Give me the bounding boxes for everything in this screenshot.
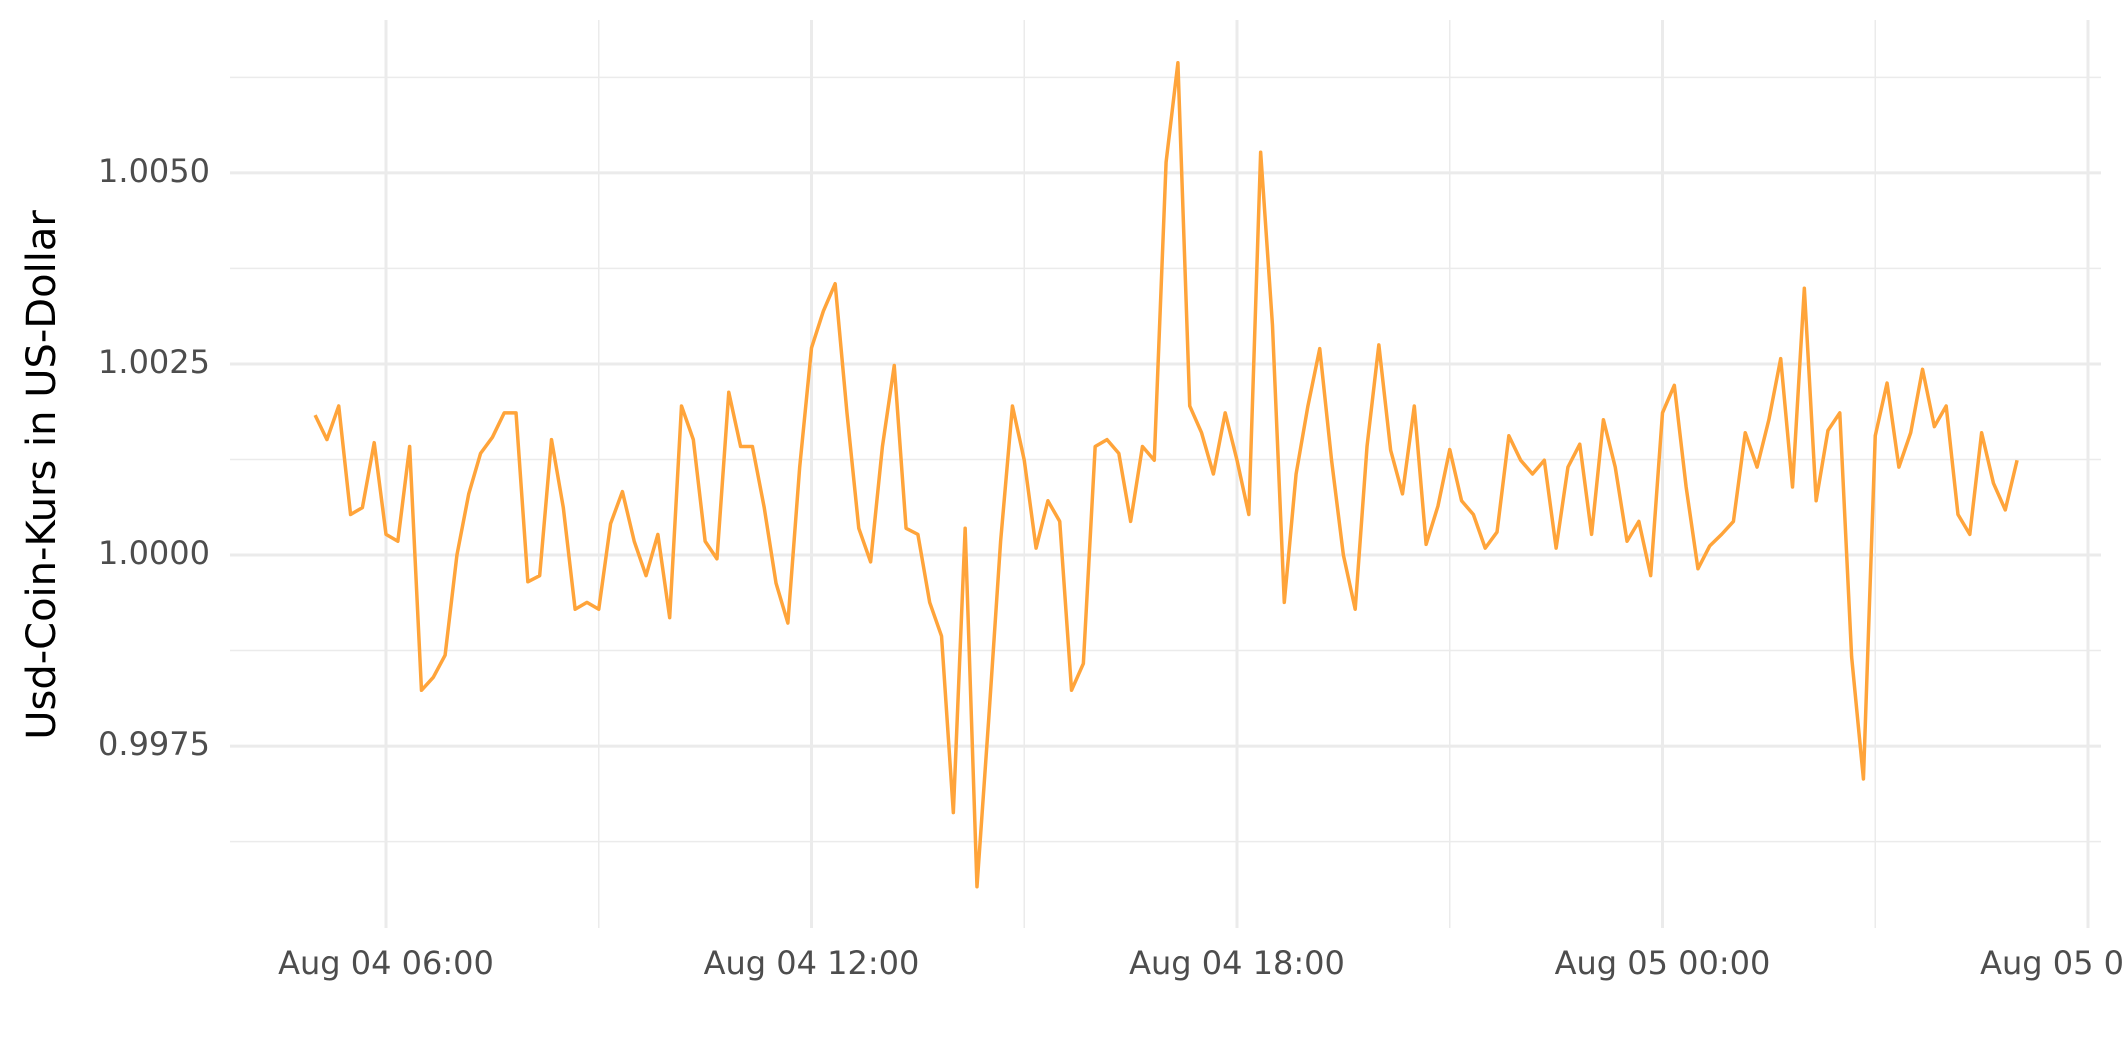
plot [313,61,2019,889]
x-tick-label: Aug 05 06:00 [1980,944,2125,982]
x-tick-label: Aug 04 06:00 [278,944,494,982]
x-tick-label: Aug 04 18:00 [1129,944,1345,982]
x-tick-label: Aug 05 00:00 [1555,944,1771,982]
y-tick-label: 1.0050 [98,152,210,190]
y-tick-label: 1.0000 [98,534,210,572]
x-tick-label: Aug 04 12:00 [704,944,920,982]
y-axis-title: Usd-Coin-Kurs in US-Dollar [19,210,65,740]
y-tick-label: 0.9975 [98,725,210,763]
y-tick-label: 1.0025 [98,343,210,381]
price-line [313,61,2019,889]
